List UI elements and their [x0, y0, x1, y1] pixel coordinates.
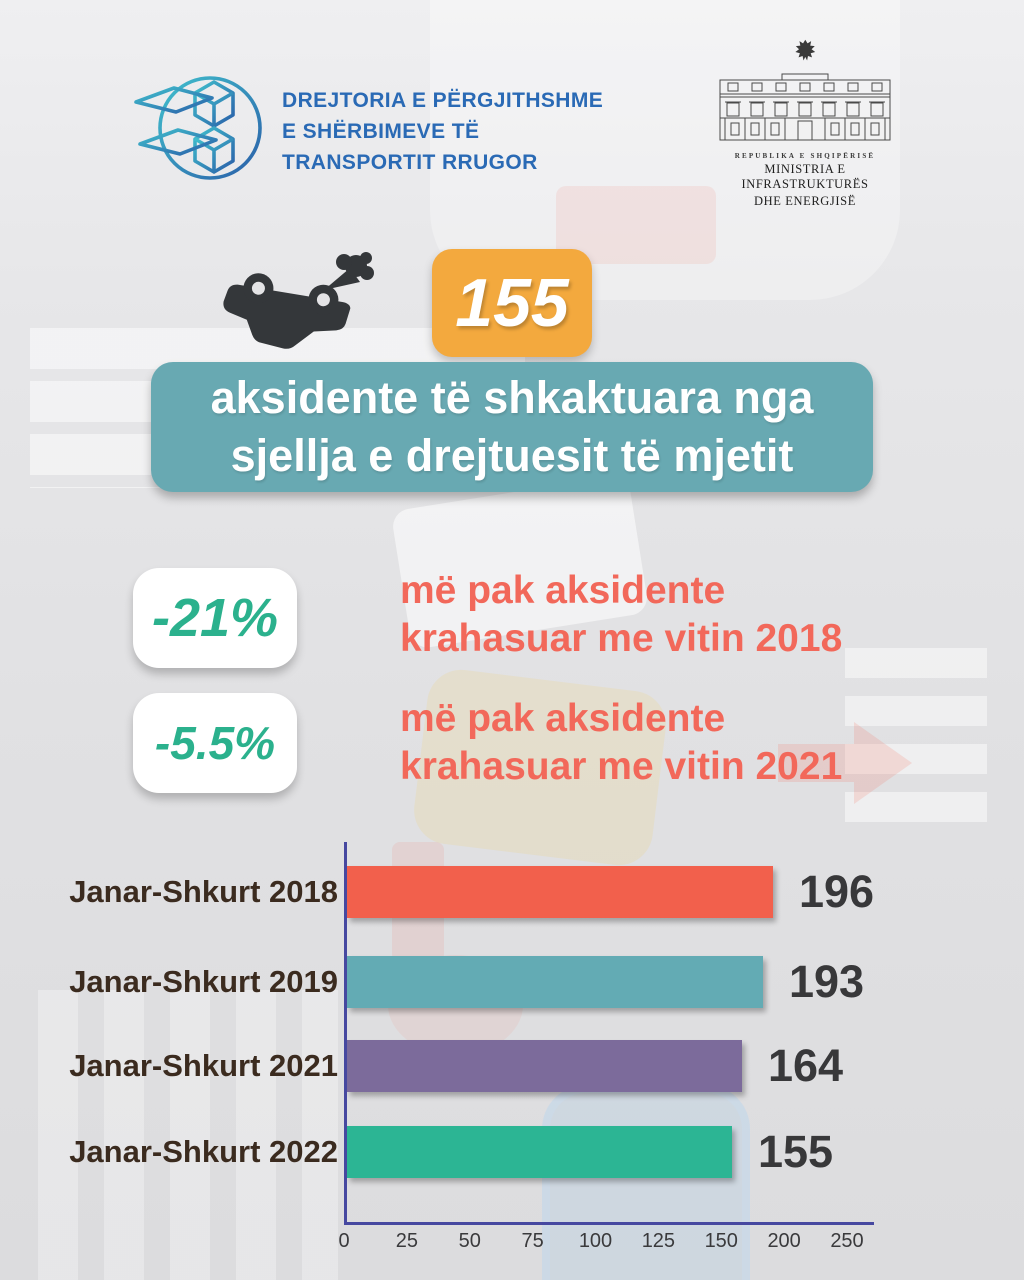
- chart-row: Janar-Shkurt 2021 164: [0, 1040, 1024, 1092]
- ministry-emblem: REPUBLIKA E SHQIPËRISË MINISTRIA E INFRA…: [700, 38, 910, 209]
- x-axis-tick: 25: [395, 1230, 418, 1252]
- stat-desc-line: krahasuar me vitin 2018: [400, 617, 843, 660]
- x-axis-line: [344, 1222, 874, 1225]
- x-axis-tick: 200: [767, 1230, 801, 1252]
- x-axis-tick: 250: [830, 1230, 864, 1252]
- headline-banner-line: aksidente të shkaktuara nga: [210, 372, 814, 423]
- ministry-republic-line: REPUBLIKA E SHQIPËRISË: [734, 152, 876, 160]
- x-axis-tick: 50: [458, 1230, 481, 1252]
- org-name-line: TRANSPORTIT RRUGOR: [282, 151, 538, 174]
- stat-desc-line: më pak aksidente: [400, 569, 726, 612]
- percent-change-2018: -21%: [151, 588, 279, 648]
- ministry-name-line2: DHE ENERGJISË: [754, 194, 856, 208]
- headline-banner: aksidente të shkaktuara nga sjellja e dr…: [151, 362, 873, 492]
- stat-desc-line: më pak aksidente: [400, 697, 726, 740]
- bar-value-label: 196: [799, 866, 875, 917]
- bar-category-label: Janar-Shkurt 2022: [69, 1134, 338, 1169]
- bar-value-label: 164: [768, 1040, 844, 1091]
- bar-value-label: 193: [789, 956, 865, 1007]
- eagle-icon: [795, 39, 815, 61]
- ministry-building-icon: [719, 73, 891, 141]
- accident-count: 155: [455, 265, 569, 341]
- percent-change-2021-description: më pak aksidente krahasuar me vitin 2021: [400, 695, 842, 791]
- percent-change-2021-box: -5.5%: [133, 693, 297, 793]
- x-axis-tick: 150: [704, 1230, 738, 1252]
- bar: [347, 866, 773, 918]
- bar-category-label: Janar-Shkurt 2018: [69, 874, 338, 909]
- y-axis-line: [344, 842, 347, 1224]
- headline-banner-line: sjellja e drejtuesit të mjetit: [230, 430, 794, 481]
- percent-change-2018-description: më pak aksidente krahasuar me vitin 2018: [400, 567, 842, 663]
- bar: [347, 1126, 732, 1178]
- org-logo-icon: [134, 76, 262, 180]
- crashed-car-icon: [223, 252, 374, 349]
- background-red-arrow-head: [854, 722, 912, 804]
- percent-change-2021: -5.5%: [154, 717, 276, 769]
- stat-desc-line: krahasuar me vitin 2021: [400, 745, 843, 788]
- chart-row: Janar-Shkurt 2019 193: [0, 956, 1024, 1008]
- bar-category-label: Janar-Shkurt 2019: [69, 964, 338, 999]
- x-axis-tick: 0: [338, 1230, 350, 1252]
- ministry-name-line1: MINISTRIA E INFRASTRUKTURËS: [741, 162, 869, 191]
- bar: [347, 1040, 742, 1092]
- chart-row: Janar-Shkurt 2018 196: [0, 866, 1024, 918]
- org-name: DREJTORIA E PËRGJITHSHME E SHËRBIMEVE TË…: [282, 85, 603, 178]
- smoke-puff: [324, 252, 374, 290]
- bar-category-label: Janar-Shkurt 2021: [69, 1048, 338, 1083]
- x-axis-tick: 125: [641, 1230, 676, 1252]
- bar: [347, 956, 763, 1008]
- percent-change-2018-box: -21%: [133, 568, 297, 668]
- bar-value-label: 155: [758, 1126, 834, 1177]
- chart-row: Janar-Shkurt 2022 155: [0, 1126, 1024, 1178]
- accident-count-badge: 155: [432, 249, 592, 357]
- background-crosswalk-stripes-right: [845, 648, 987, 833]
- org-name-line: E SHËRBIMEVE TË: [282, 120, 480, 143]
- x-axis-ticks: 0 25 50 75 100 125 150 200 250: [0, 1230, 1024, 1260]
- x-axis-tick: 75: [521, 1230, 544, 1252]
- org-name-line: DREJTORIA E PËRGJITHSHME: [282, 89, 604, 112]
- x-axis-tick: 100: [578, 1230, 613, 1252]
